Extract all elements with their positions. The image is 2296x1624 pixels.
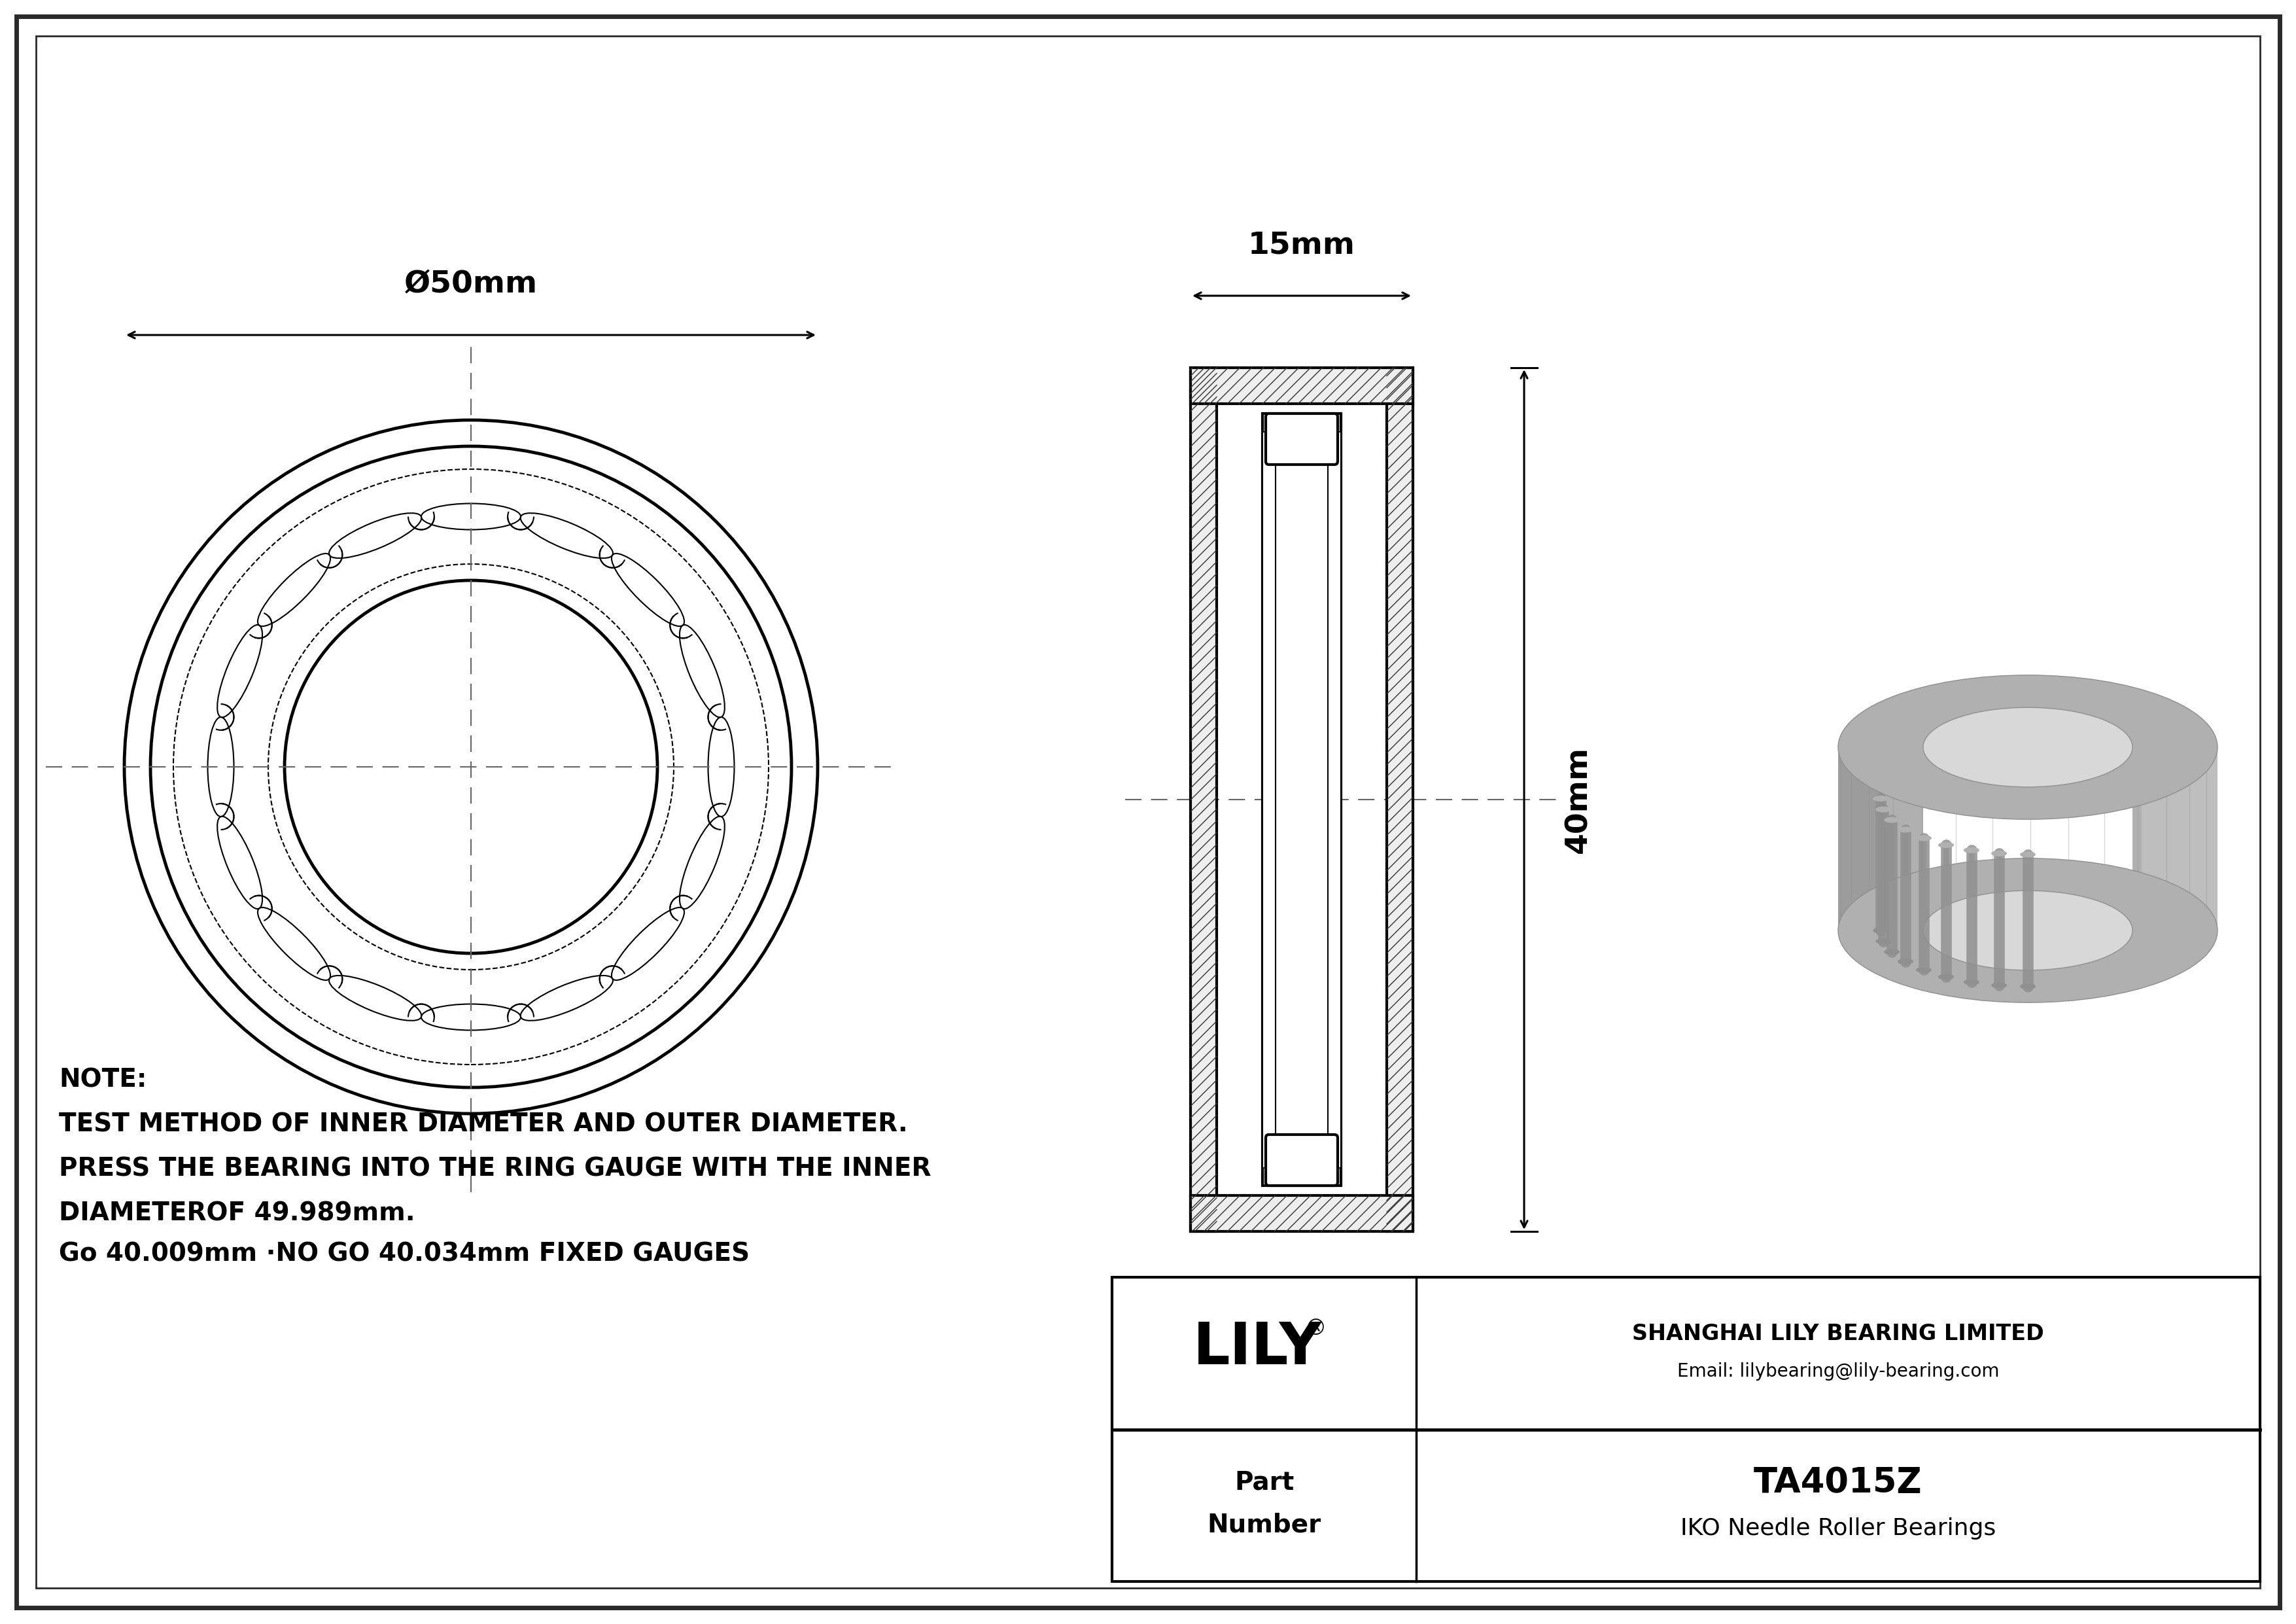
Ellipse shape <box>1876 807 1892 812</box>
Ellipse shape <box>1915 966 1931 973</box>
Text: PRESS THE BEARING INTO THE RING GAUGE WITH THE INNER: PRESS THE BEARING INTO THE RING GAUGE WI… <box>60 1156 932 1182</box>
Ellipse shape <box>1839 859 2218 1002</box>
FancyBboxPatch shape <box>1265 414 1339 464</box>
Ellipse shape <box>1991 851 2007 856</box>
Ellipse shape <box>1896 958 1913 965</box>
Bar <box>1387 367 1412 1231</box>
Bar <box>1839 747 1885 931</box>
Text: Number: Number <box>1208 1512 1320 1538</box>
Ellipse shape <box>2020 851 2037 857</box>
Ellipse shape <box>1915 835 1931 841</box>
Ellipse shape <box>1924 708 2133 788</box>
Ellipse shape <box>1874 927 1890 934</box>
Ellipse shape <box>1938 974 1954 979</box>
Text: LILY: LILY <box>1194 1320 1322 1377</box>
Text: IKO Needle Roller Bearings: IKO Needle Roller Bearings <box>1681 1517 1995 1540</box>
Text: DIAMETEROF 49.989mm.: DIAMETEROF 49.989mm. <box>60 1202 416 1226</box>
Text: NOTE:: NOTE: <box>60 1069 147 1093</box>
Ellipse shape <box>1876 939 1892 944</box>
Ellipse shape <box>1839 676 2218 820</box>
Text: Part: Part <box>1235 1470 1295 1496</box>
Ellipse shape <box>1924 708 2133 788</box>
Bar <box>1839 747 2218 931</box>
Ellipse shape <box>1963 979 1979 986</box>
Text: Ø50mm: Ø50mm <box>404 270 537 299</box>
Ellipse shape <box>2020 984 2037 989</box>
Text: 15mm: 15mm <box>1249 231 1355 260</box>
Ellipse shape <box>1839 676 2218 820</box>
Ellipse shape <box>1938 843 1954 848</box>
Bar <box>1192 367 1412 404</box>
Bar <box>1192 1195 1412 1231</box>
Bar <box>1263 432 1277 1168</box>
Ellipse shape <box>1896 827 1913 833</box>
Bar <box>2142 747 2218 931</box>
Text: Go 40.009mm ·NO GO 40.034mm FIXED GAUGES: Go 40.009mm ·NO GO 40.034mm FIXED GAUGES <box>60 1241 751 1267</box>
Text: TEST METHOD OF INNER DIAMETER AND OUTER DIAMETER.: TEST METHOD OF INNER DIAMETER AND OUTER … <box>60 1112 907 1137</box>
Ellipse shape <box>1885 948 1899 955</box>
Bar <box>1192 367 1217 1231</box>
Ellipse shape <box>1885 817 1899 823</box>
Ellipse shape <box>1963 848 1979 853</box>
Ellipse shape <box>1874 796 1890 802</box>
Bar <box>1327 432 1341 1168</box>
Ellipse shape <box>1991 983 2007 989</box>
Ellipse shape <box>1924 890 2133 970</box>
Bar <box>1111 1276 2259 1582</box>
Text: Email: lilybearing@lily-bearing.com: Email: lilybearing@lily-bearing.com <box>1676 1363 2000 1380</box>
Text: TA4015Z: TA4015Z <box>1754 1465 1922 1499</box>
Bar <box>1924 747 2133 931</box>
FancyBboxPatch shape <box>1265 1135 1339 1186</box>
Text: 40mm: 40mm <box>1564 745 1593 853</box>
Text: SHANGHAI LILY BEARING LIMITED: SHANGHAI LILY BEARING LIMITED <box>1632 1324 2043 1345</box>
Text: ®: ® <box>1304 1317 1327 1340</box>
Bar <box>1263 414 1341 1186</box>
